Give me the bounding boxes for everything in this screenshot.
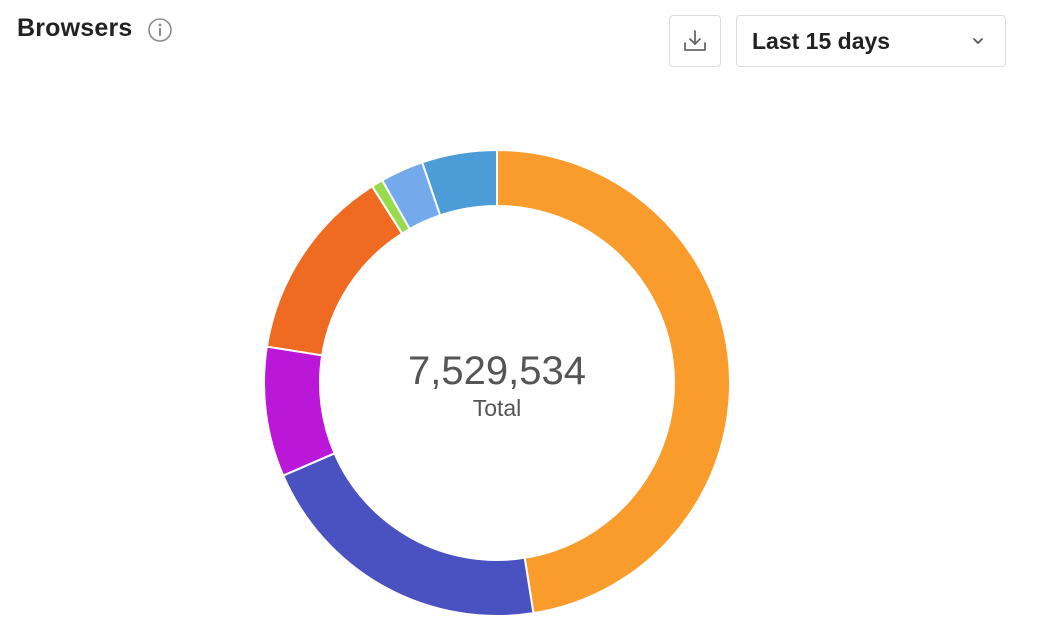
donut-slice-7[interactable] [420, 148, 498, 217]
date-range-select[interactable]: Last 15 days [736, 15, 1006, 67]
center-total-value: 7,529,534 [408, 349, 586, 393]
center-total-label: Total [473, 395, 522, 421]
donut-slice-1[interactable] [496, 148, 731, 615]
chevron-down-icon [973, 38, 983, 44]
download-button[interactable] [669, 15, 721, 67]
widget-title: Browsers [17, 14, 133, 42]
donut-slice-4[interactable] [265, 184, 404, 357]
donut-slices [263, 148, 731, 617]
donut-slice-3[interactable] [263, 345, 336, 477]
download-icon [684, 30, 706, 51]
info-icon[interactable] [147, 17, 173, 43]
date-range-label: Last 15 days [752, 28, 891, 54]
donut-slice-2[interactable] [281, 451, 535, 617]
